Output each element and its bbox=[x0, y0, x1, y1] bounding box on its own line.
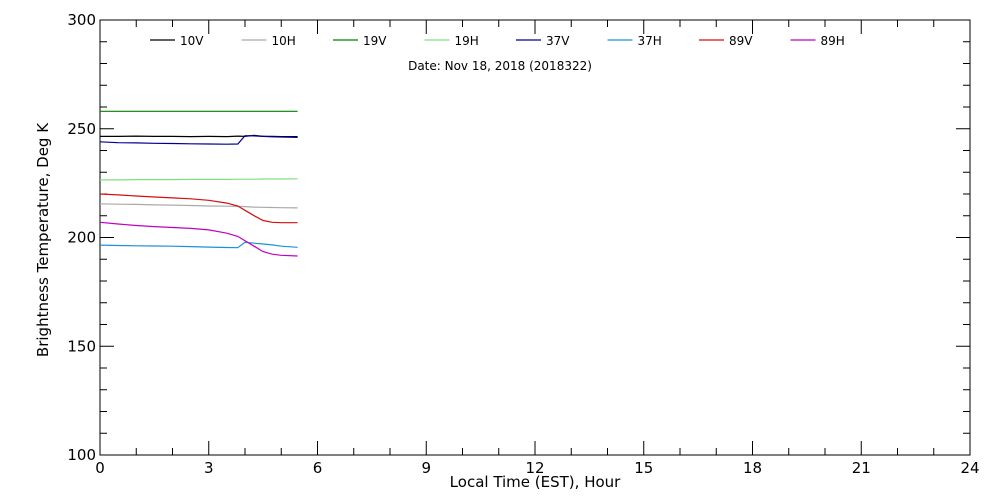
series-line-37h bbox=[99, 241, 298, 249]
y-tick-label: 100 bbox=[67, 446, 96, 464]
plot-frame bbox=[99, 19, 971, 456]
series-line-89h bbox=[99, 221, 298, 257]
x-tick-label: 0 bbox=[95, 459, 105, 477]
legend-label-19v: 19V bbox=[363, 34, 387, 48]
legend-label-37h: 37H bbox=[638, 34, 662, 48]
y-tick-label: 200 bbox=[67, 229, 96, 247]
x-tick-label: 9 bbox=[421, 459, 431, 477]
series-lines bbox=[99, 110, 298, 257]
x-tick-label: 15 bbox=[634, 459, 653, 477]
legend-label-89v: 89V bbox=[729, 34, 753, 48]
y-tick-label: 300 bbox=[67, 11, 96, 29]
x-tick-label: 18 bbox=[743, 459, 762, 477]
series-line-10h bbox=[99, 203, 298, 209]
x-tick-label: 21 bbox=[852, 459, 871, 477]
y-tick-label: 250 bbox=[67, 120, 96, 138]
y-axis-tick-labels: 100 150 200 250 300 bbox=[67, 11, 96, 464]
legend-label-37v: 37V bbox=[546, 34, 570, 48]
x-tick-label: 3 bbox=[204, 459, 214, 477]
series-line-19h bbox=[100, 178, 298, 181]
x-axis-label: Local Time (EST), Hour bbox=[450, 473, 621, 491]
x-tick-label: 6 bbox=[313, 459, 323, 477]
legend-label-89h: 89H bbox=[821, 34, 845, 48]
x-tick-label: 24 bbox=[960, 459, 979, 477]
axis-ticks bbox=[99, 19, 971, 456]
legend: 10V 10H 19V 19H 37V 37H 89V 89H bbox=[150, 34, 845, 48]
legend-label-10v: 10V bbox=[180, 34, 204, 48]
legend-label-19h: 19H bbox=[455, 34, 479, 48]
date-annotation: Date: Nov 18, 2018 (2018322) bbox=[408, 59, 592, 73]
y-tick-label: 150 bbox=[67, 337, 96, 355]
x-axis-tick-labels: 0 3 6 9 12 15 18 21 24 bbox=[95, 459, 979, 477]
series-line-37v bbox=[99, 135, 298, 145]
series-line-89v bbox=[99, 193, 298, 224]
x-tick-label: 12 bbox=[525, 459, 544, 477]
legend-label-10h: 10H bbox=[272, 34, 296, 48]
y-axis-label: Brightness Temperature, Deg K bbox=[34, 122, 52, 357]
